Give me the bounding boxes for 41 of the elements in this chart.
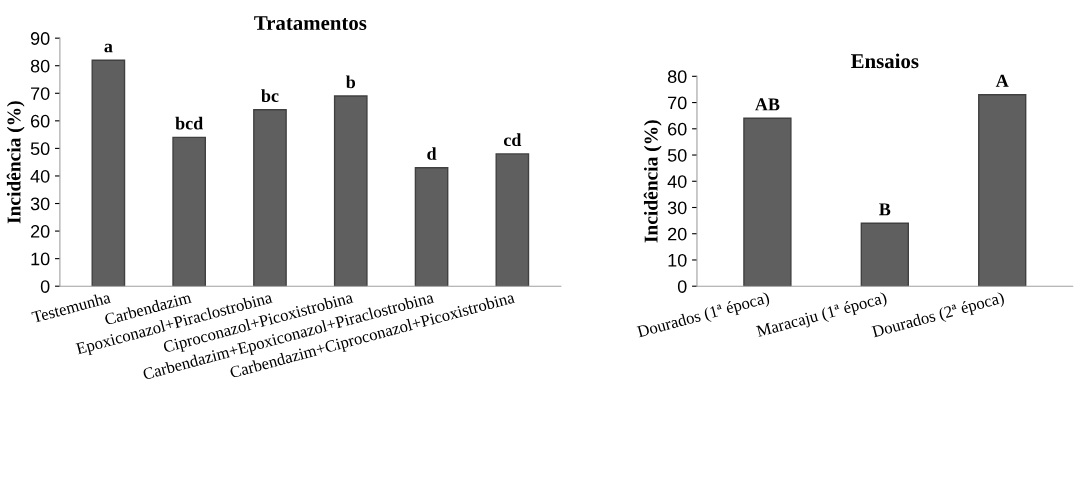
- bar: [253, 109, 287, 287]
- bar: [743, 117, 792, 287]
- bar: [172, 136, 207, 287]
- bar: [333, 95, 368, 287]
- bar: [91, 59, 126, 287]
- data-label: B: [879, 203, 891, 216]
- y-tick-label: 50: [30, 142, 50, 156]
- y-tick-label: 0: [677, 280, 687, 293]
- bar: [414, 166, 449, 287]
- y-tick-label: 50: [667, 148, 687, 162]
- y-tick-label: 10: [668, 253, 687, 267]
- y-axis-title: Incidência (%): [6, 101, 25, 224]
- data-label: d: [427, 147, 437, 160]
- y-tick-label: 70: [668, 96, 687, 110]
- y-tick-label: 40: [30, 169, 50, 183]
- y-tick-label: 60: [668, 122, 687, 136]
- bar: [860, 222, 909, 287]
- data-label: bcd: [175, 116, 204, 130]
- bar: [978, 93, 1027, 287]
- chart-title: Tratamentos: [254, 16, 367, 31]
- data-label: bc: [261, 89, 279, 102]
- y-tick-label: 80: [30, 59, 50, 73]
- y-tick-label: 30: [667, 201, 687, 215]
- data-label: AB: [755, 98, 780, 111]
- y-tick-label: 70: [31, 87, 50, 100]
- data-label: cd: [503, 133, 522, 147]
- y-tick-label: 20: [31, 225, 50, 238]
- y-tick-label: 30: [30, 197, 50, 211]
- y-tick-label: 10: [31, 252, 50, 266]
- y-axis-title: Incidência (%): [643, 120, 662, 243]
- y-tick-label: 60: [31, 114, 50, 128]
- data-label: b: [345, 75, 356, 89]
- y-tick-label: 40: [667, 175, 687, 188]
- chart-title: Ensaios: [851, 53, 919, 69]
- data-label: A: [995, 74, 1009, 87]
- bar: [495, 153, 530, 287]
- y-tick-label: 0: [40, 280, 50, 293]
- y-tick-label: 90: [30, 32, 50, 45]
- y-tick-label: 80: [667, 70, 687, 84]
- y-tick-label: 20: [668, 227, 687, 241]
- data-label: a: [104, 43, 113, 53]
